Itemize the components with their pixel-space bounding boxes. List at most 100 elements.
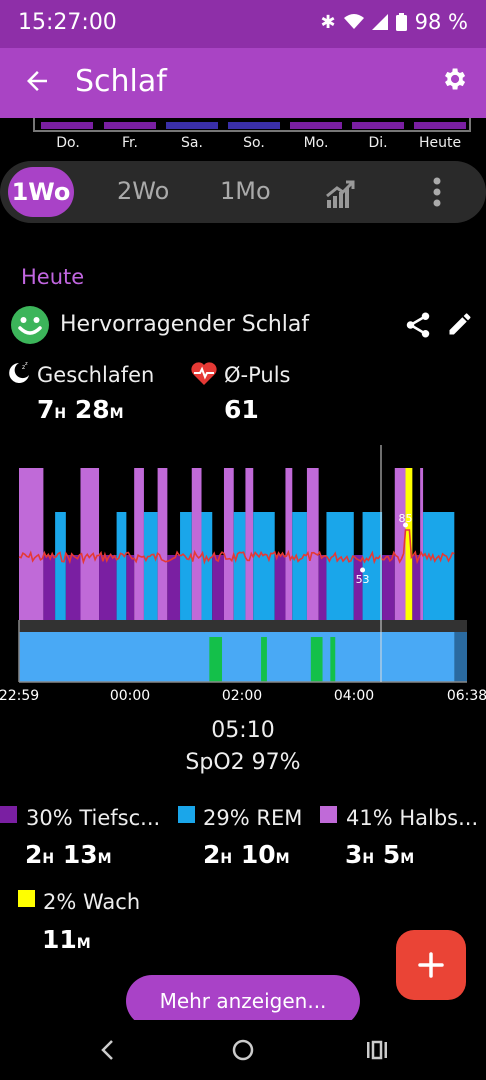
spo2-tail [454, 632, 467, 682]
week-bar[interactable] [41, 122, 93, 129]
legend-label-light: 41% Halbs... [346, 806, 479, 830]
period-1wo[interactable]: 1Wo [8, 167, 74, 217]
spo2-low-region [209, 637, 223, 682]
week-bar[interactable] [352, 122, 404, 129]
week-bar[interactable] [414, 122, 466, 129]
period-1mo[interactable]: 1Mo [220, 177, 271, 205]
day-label[interactable]: Sa. [181, 135, 203, 151]
sleep-stage-awake [405, 468, 413, 620]
more-vert-icon[interactable] [427, 176, 447, 208]
legend-swatch-light [320, 806, 337, 823]
sleep-stage-rem [326, 512, 354, 620]
legend-value-rem: 2H 10M [203, 840, 290, 869]
sleep-stage-deep [167, 555, 181, 620]
legend-value-light: 3H 5M [345, 840, 415, 869]
sleep-stage-deep [43, 555, 56, 620]
show-more-button[interactable]: Mehr anzeigen... [126, 975, 360, 1027]
x-tick-label: 00:00 [109, 688, 151, 704]
sleep-stage-rem [362, 512, 383, 620]
legend-value-awake: 11M [42, 925, 91, 954]
sleep-stage-deep [318, 555, 327, 620]
legend-label-rem: 29% REM [203, 806, 303, 830]
sleep-chart[interactable]: 53 85 [0, 445, 486, 710]
status-icons: ✱ 98 % [321, 10, 468, 34]
nav-home-icon[interactable] [231, 1038, 255, 1062]
pulse-label: Ø-Puls [224, 363, 291, 387]
period-2wo[interactable]: 2Wo [117, 177, 170, 205]
signal-icon [371, 14, 388, 30]
add-button[interactable] [396, 930, 466, 1000]
sleep-stage-deep [412, 555, 421, 620]
x-tick-label: 22:59 [0, 688, 40, 704]
legend-swatch-awake [18, 890, 35, 907]
sleep-stage-light [191, 468, 202, 620]
week-bar[interactable] [104, 122, 156, 129]
sleep-stage-light [420, 468, 424, 620]
edit-icon[interactable] [446, 310, 474, 338]
slept-label: Geschlafen [37, 363, 155, 387]
sleep-stage-rem [292, 512, 307, 620]
bluetooth-icon: ✱ [320, 11, 336, 33]
trend-chart-icon[interactable] [325, 180, 355, 208]
day-label[interactable]: Fr. [122, 135, 138, 151]
sleep-stage-light [285, 468, 293, 620]
legend-swatch-rem [178, 806, 195, 823]
sleep-stage-deep [382, 555, 395, 620]
sleep-stage-rem [201, 512, 213, 620]
pulse-marker [360, 567, 366, 573]
sleep-stage-rem [55, 512, 66, 620]
spo2-low-region [330, 637, 336, 682]
week-bar[interactable] [290, 122, 342, 129]
x-tick-label: 02:00 [221, 688, 263, 704]
slept-value: 7H 28M [37, 395, 124, 424]
sleep-stage-light [394, 468, 406, 620]
battery-level: 98 % [414, 10, 468, 34]
app-bar: Schlaf [0, 48, 486, 118]
sleep-stage-deep [353, 555, 363, 620]
sleep-stage-rem [143, 512, 158, 620]
sleep-stage-deep [65, 555, 81, 620]
spo2-low-region [310, 637, 323, 682]
sleep-stage-light [306, 468, 319, 620]
x-tick-label: 06:38 [446, 688, 486, 704]
wifi-icon [343, 14, 364, 29]
arrow-back-icon[interactable] [22, 66, 52, 96]
status-time: 15:27:00 [18, 10, 117, 35]
sleep-stage-light [245, 468, 254, 620]
period-selector: 1Wo 2Wo 1Mo [0, 161, 486, 223]
legend-swatch-deep [0, 806, 17, 823]
sleep-stage-rem [233, 512, 246, 620]
nav-recent-icon[interactable] [365, 1038, 389, 1062]
status-bar: 15:27:00 ✱ 98 % [0, 0, 486, 48]
nav-back-icon[interactable] [98, 1038, 118, 1062]
spo2-top-band [19, 620, 467, 632]
day-label[interactable]: Do. [56, 135, 80, 151]
day-label[interactable]: Heute [418, 135, 462, 151]
day-label[interactable]: Di. [368, 135, 388, 151]
legend-label-deep: 30% Tiefsc... [26, 806, 161, 830]
gear-icon[interactable] [440, 65, 468, 93]
spo2-area [19, 632, 467, 682]
pulse-line [18, 529, 455, 565]
sleep-stage-deep [99, 555, 117, 620]
sleep-stage-deep [126, 555, 135, 620]
day-label[interactable]: So. [243, 135, 265, 151]
sleep-stage-rem [423, 512, 455, 620]
day-label[interactable]: Mo. [303, 135, 329, 151]
sleep-stage-deep [274, 555, 286, 620]
pulse-label: 85 [399, 512, 413, 525]
sleep-stage-light [19, 468, 44, 620]
week-bar[interactable] [228, 122, 280, 129]
system-nav-bar [0, 1020, 486, 1080]
sleep-stage-light [80, 468, 100, 620]
week-overview [0, 118, 486, 158]
x-tick-label: 04:00 [333, 688, 375, 704]
svg-text:z: z [25, 361, 28, 367]
sleep-stage-light [134, 468, 144, 620]
week-bar[interactable] [166, 122, 218, 129]
share-icon[interactable] [403, 310, 433, 340]
smiley-icon [11, 306, 49, 344]
sleep-stage-rem [253, 512, 275, 620]
svg-text:z: z [22, 364, 25, 371]
